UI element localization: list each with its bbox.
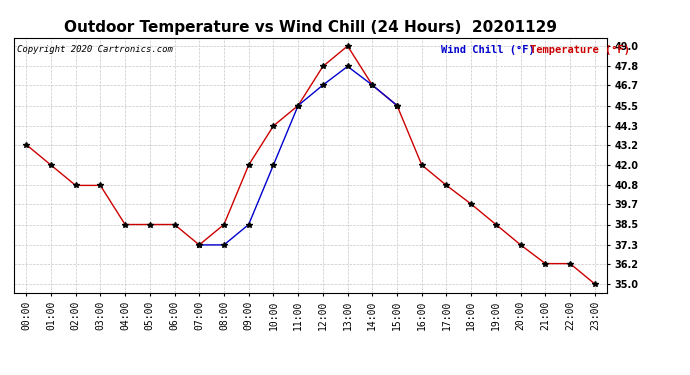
Title: Outdoor Temperature vs Wind Chill (24 Hours)  20201129: Outdoor Temperature vs Wind Chill (24 Ho… [64, 20, 557, 35]
Text: Temperature (°F): Temperature (°F) [530, 45, 630, 55]
Text: Wind Chill (°F): Wind Chill (°F) [441, 45, 535, 55]
Text: Copyright 2020 Cartronics.com: Copyright 2020 Cartronics.com [17, 45, 172, 54]
